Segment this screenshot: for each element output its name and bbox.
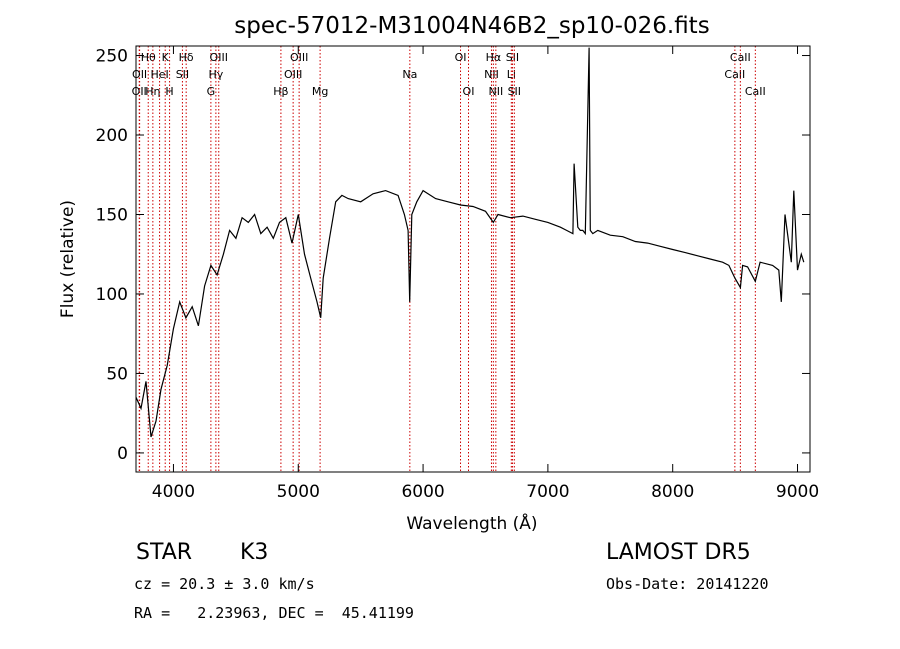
spectral-line-label: SII: [176, 68, 189, 81]
y-tick-label: 50: [106, 364, 128, 384]
x-tick-label: 4000: [152, 482, 195, 502]
x-tick-label: 5000: [277, 482, 320, 502]
x-tick-label: 8000: [651, 482, 694, 502]
spectral-line-label: Hδ: [179, 51, 194, 64]
spectral-line-label: OII: [132, 68, 147, 81]
spectral-line-label: K: [162, 51, 170, 64]
observation-date: Obs-Date: 20141220: [606, 575, 769, 593]
spectral-line-label: Hβ: [273, 85, 288, 98]
spectral-line-label: Hγ: [208, 68, 223, 81]
y-tick-label: 200: [96, 126, 128, 146]
y-tick-label: 100: [96, 285, 128, 305]
axes: 4000 5000 6000 7000 8000 9000 0 50 100 150 200 250: [96, 46, 819, 502]
x-tick-label: 9000: [776, 482, 819, 502]
spectral-line-label: SII: [506, 51, 519, 64]
plot-frame: [135, 45, 811, 473]
y-tick-label: 250: [96, 47, 128, 67]
spectrum-series: [135, 47, 805, 438]
spectral-line-label: Na: [402, 68, 417, 81]
spectral-line-label: Mg: [312, 85, 328, 98]
spectrum-line: [135, 47, 805, 438]
spectral-line-label: Li: [507, 68, 516, 81]
spectral-line-label: OIII: [210, 51, 228, 64]
x-tick-label: 7000: [526, 482, 569, 502]
spectral-line-label: OIII: [290, 51, 308, 64]
spectral-line-label: Hα: [486, 51, 502, 64]
x-tick-label: 6000: [401, 482, 444, 502]
spectral-line-label: NII: [484, 68, 499, 81]
redshift-line: cz = 20.3 ± 3.0 km/s: [134, 575, 315, 593]
spectral-line-label: H: [165, 85, 173, 98]
x-axis-label: Wavelength (Å): [406, 512, 537, 534]
spectral-line-label: NII: [488, 85, 503, 98]
spectral-subclass: K3: [240, 540, 269, 565]
spectral-line-label: SII: [508, 85, 521, 98]
spectral-line-label: Hη: [145, 85, 160, 98]
spectral-line-label: HeI: [150, 68, 168, 81]
spectral-line-label: CaII: [724, 68, 745, 81]
spectral-line-label: CaII: [730, 51, 751, 64]
spectral-line-label: OIII: [284, 68, 302, 81]
coordinates: RA = 2.23963, DEC = 45.41199: [134, 604, 414, 622]
spectral-line-markers: OIIOIIHθHηHeIKHSIIHδGHγOIIIHβOIIIOIIIMgN…: [132, 46, 766, 472]
object-class: STAR: [136, 540, 193, 565]
y-tick-label: 0: [117, 444, 128, 464]
y-axis-label: Flux (relative): [58, 200, 78, 318]
y-tick-label: 150: [96, 205, 128, 225]
spectral-line-label: OI: [455, 51, 467, 64]
spectral-line-label: G: [207, 85, 216, 98]
survey-name: LAMOST DR5: [606, 540, 751, 565]
chart-title: spec-57012-M31004N46B2_sp10-026.fits: [234, 13, 709, 39]
spectral-line-label: CaII: [745, 85, 766, 98]
spectral-line-label: Hθ: [141, 51, 156, 64]
spectral-line-label: OI: [463, 85, 475, 98]
